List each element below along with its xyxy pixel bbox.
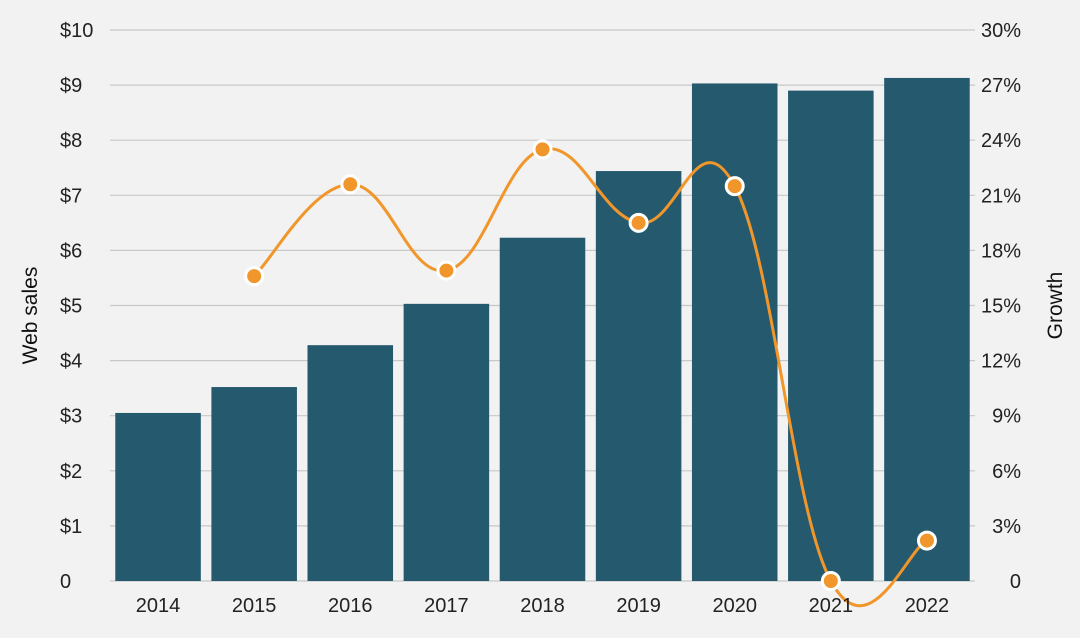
y2-axis-title: Growth [1044, 272, 1067, 340]
y-tick-label: $8 [60, 130, 82, 152]
x-tick-label: 2018 [520, 595, 565, 617]
growth-point-2016 [340, 174, 361, 195]
y2-tick-label: 12% [981, 351, 1021, 373]
y-tick-label: 0 [60, 571, 71, 593]
y2-tick-label: 21% [981, 185, 1021, 207]
y2-tick-label: 24% [981, 130, 1021, 152]
growth-point-2021 [820, 571, 841, 591]
y-tick-label: $1 [60, 516, 82, 538]
y-tick-label: $5 [60, 296, 82, 318]
y-tick-label: $2 [60, 461, 82, 483]
bar-2018 [499, 237, 586, 582]
y-axis-title: Web sales [19, 267, 42, 365]
y-tick-label: $10 [60, 20, 93, 42]
x-tick-label: 2014 [136, 595, 181, 617]
y2-tick-label: 15% [981, 296, 1021, 318]
growth-point-2022 [916, 530, 937, 551]
axis-layer: 0 0 $1 3% $2 6% $3 9% $4 12% $5 15% $6 18% $7 21% $8 24% $… [60, 20, 1021, 617]
y-tick-label: $6 [60, 240, 82, 262]
bar-2016 [307, 345, 394, 581]
line-layer [244, 139, 937, 608]
x-tick-label: 2017 [424, 595, 469, 617]
y-tick-label: $3 [60, 406, 82, 428]
bar-2020 [691, 83, 778, 582]
y2-tick-label: 3% [992, 516, 1021, 538]
growth-point-2018 [532, 139, 553, 160]
y-tick-label: $9 [60, 75, 82, 97]
x-tick-label: 2022 [905, 595, 950, 617]
bar-2019 [595, 171, 682, 581]
x-tick-label: 2019 [616, 595, 661, 617]
y2-tick-label: 0 [1010, 571, 1021, 593]
growth-point-2015 [244, 266, 265, 287]
x-tick-label: 2015 [232, 595, 277, 617]
y2-tick-label: 6% [992, 461, 1021, 483]
bar-2017 [403, 303, 490, 581]
growth-point-2020 [724, 176, 745, 197]
y2-tick-label: 30% [981, 20, 1021, 42]
x-tick-label: 2016 [328, 595, 373, 617]
bar-2014 [115, 412, 201, 581]
y-tick-label: $7 [60, 185, 82, 207]
bar-2021 [788, 90, 874, 582]
y2-tick-label: 27% [981, 75, 1021, 97]
bar-2022 [884, 77, 970, 581]
bar-2015 [211, 387, 297, 581]
growth-point-2017 [436, 260, 457, 281]
y-tick-label: $4 [60, 351, 82, 373]
y2-tick-label: 9% [992, 406, 1021, 428]
x-tick-label: 2020 [712, 595, 757, 617]
y2-tick-label: 18% [981, 240, 1021, 262]
x-tick-label: 2021 [809, 595, 854, 617]
bar-layer [115, 77, 970, 582]
growth-point-2019 [628, 212, 649, 233]
